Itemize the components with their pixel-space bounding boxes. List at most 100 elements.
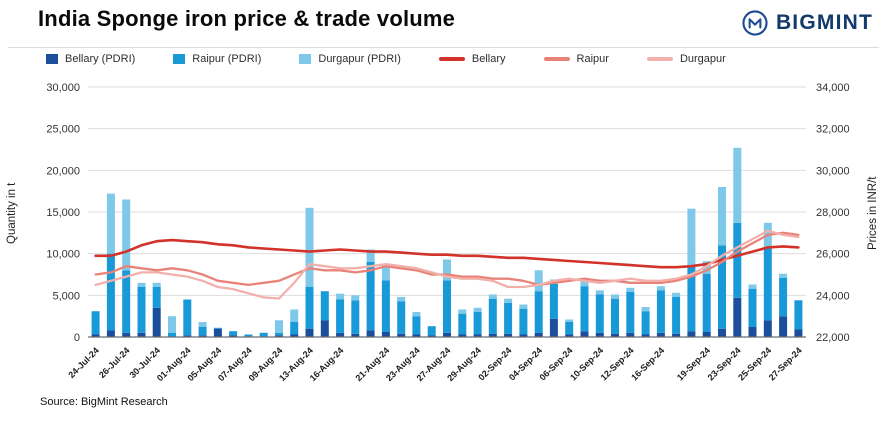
- x-axis-ticks: 24-Jul-2426-Jul-2430-Jul-2401-Aug-2405-A…: [66, 345, 803, 383]
- bar-segment-bellary-pdri: [229, 335, 238, 337]
- bar-segment-durgapur-pdri: [351, 295, 360, 301]
- bar-segment-bellary-pdri: [672, 333, 681, 337]
- bar-segment-bellary-pdri: [718, 328, 726, 337]
- bar-segment-raipur-pdri: [91, 311, 100, 335]
- bar-segment-raipur-pdri: [366, 262, 375, 331]
- bar-segment-raipur-pdri: [672, 297, 681, 334]
- legend-label: Durgapur: [679, 53, 726, 65]
- legend-item-raipur: Raipur: [543, 53, 609, 65]
- bar-segment-raipur-pdri: [412, 316, 421, 335]
- legend-label: Raipur (PDRI): [192, 53, 262, 65]
- left-axis-tick: 30,000: [46, 82, 80, 94]
- bar-segment-raipur-pdri: [626, 292, 635, 333]
- legend-item-bellary-pdri: Bellary (PDRI): [46, 53, 135, 65]
- bar-segment-durgapur-pdri: [366, 249, 375, 262]
- bar-segment-durgapur-pdri: [534, 270, 543, 292]
- right-axis-tick: 34,000: [816, 82, 850, 94]
- bar-segment-durgapur-pdri: [137, 282, 146, 287]
- bar-segment-raipur-pdri: [229, 331, 238, 336]
- right-axis-tick: 26,000: [816, 249, 850, 261]
- bar-segment-durgapur-pdri: [336, 293, 345, 300]
- bar-segment-raipur-pdri: [397, 301, 406, 334]
- price-line-raipur: [94, 231, 800, 287]
- bar-segment-raipur-pdri: [595, 294, 604, 333]
- bar-segment-raipur-pdri: [290, 322, 299, 335]
- bar-segment-raipur-pdri: [534, 291, 543, 333]
- bar-segment-durgapur-pdri: [733, 147, 742, 223]
- bar-segment-bellary-pdri: [366, 330, 375, 337]
- bar-segment-durgapur-pdri: [748, 284, 757, 289]
- bar-segment-bellary-pdri: [687, 331, 696, 337]
- bar-segment-durgapur-pdri: [275, 320, 283, 333]
- bar-segment-raipur-pdri: [458, 313, 467, 335]
- bar-segment-bellary-pdri: [320, 320, 329, 337]
- right-axis-ticks: 22,000 24,000 26,000 28,000 30,000 32,000 34,0…: [816, 82, 850, 344]
- bar-segment-bellary-pdri: [549, 318, 558, 337]
- bar-segment-raipur-pdri: [168, 332, 176, 337]
- bar-segment-raipur-pdri: [702, 273, 711, 332]
- bar-segment-raipur-pdri: [244, 334, 253, 337]
- legend-item-bellary: Bellary: [438, 53, 506, 65]
- bar-segment-raipur-pdri: [519, 308, 528, 335]
- legend-item-raipur-pdri: Raipur (PDRI): [173, 53, 261, 65]
- bar-segment-durgapur-pdri: [473, 307, 482, 312]
- bar-segment-bellary-pdri: [213, 328, 222, 337]
- bar-segment-durgapur-pdri: [718, 187, 726, 246]
- price-line-durgapur: [94, 229, 800, 300]
- legend-label: Bellary (PDRI): [65, 53, 136, 65]
- bar-segment-raipur-pdri: [137, 287, 146, 333]
- bar-segment-durgapur-pdri: [290, 309, 299, 322]
- bar-segment-raipur-pdri: [549, 283, 558, 319]
- left-axis-tick: 10,000: [46, 249, 80, 261]
- left-axis-tick: 0: [74, 332, 80, 344]
- bar-segment-raipur-pdri: [443, 280, 451, 333]
- price-line-bellary: [94, 238, 800, 269]
- bar-segment-raipur-pdri: [580, 286, 589, 332]
- bar-segment-bellary-pdri: [381, 332, 390, 337]
- bar-segment-durgapur-pdri: [656, 286, 665, 291]
- bar-segment-bellary-pdri: [458, 334, 467, 337]
- bar-segment-bellary-pdri: [748, 327, 757, 337]
- bar-segment-raipur-pdri: [275, 332, 283, 336]
- bar-segment-raipur-pdri: [687, 267, 696, 332]
- source-note: Source: BigMint Research: [40, 396, 168, 408]
- bar-segment-bellary-pdri: [91, 334, 100, 337]
- x-axis-tick: 26-Jul-24: [97, 345, 132, 380]
- bar-segment-bellary-pdri: [397, 333, 406, 337]
- x-axis-tick: 24-Jul-24: [66, 345, 101, 380]
- bar-segment-bellary-pdri: [626, 332, 635, 337]
- left-axis-tick: 5,000: [52, 290, 80, 302]
- bar-segment-bellary-pdri: [794, 329, 803, 337]
- bar-segment-raipur-pdri: [106, 253, 115, 331]
- bar-segment-raipur-pdri: [794, 300, 803, 330]
- legend-swatch-bellary: [438, 57, 465, 61]
- chart-title: India Sponge iron price & trade volume: [38, 6, 456, 31]
- bar-segment-bellary-pdri: [534, 332, 543, 337]
- bar-segment-raipur-pdri: [779, 277, 788, 317]
- right-axis-tick: 28,000: [816, 207, 850, 219]
- bar-segment-durgapur-pdri: [504, 298, 513, 303]
- bar-segment-bellary-pdri: [351, 333, 360, 337]
- bar-segment-bellary-pdri: [702, 332, 711, 337]
- x-axis-tick: 27-Sep-24: [767, 345, 804, 382]
- legend-label: Raipur: [576, 53, 609, 65]
- legend-swatch-durgapur-pdri: [299, 54, 312, 64]
- bar-segment-bellary-pdri: [122, 332, 131, 337]
- bar-segment-durgapur-pdri: [580, 279, 589, 287]
- bar-segment-bellary-pdri: [198, 335, 207, 337]
- bar-segment-raipur-pdri: [473, 312, 482, 335]
- bar-segment-durgapur-pdri: [152, 282, 161, 287]
- bar-segment-bellary-pdri: [106, 330, 115, 337]
- left-axis-tick: 15,000: [46, 207, 80, 219]
- bar-segment-bellary-pdri: [519, 334, 528, 337]
- bar-segment-durgapur-pdri: [611, 294, 619, 299]
- volume-bars: [91, 147, 803, 337]
- bar-segment-bellary-pdri: [443, 332, 451, 337]
- bar-segment-bellary-pdri: [473, 334, 482, 337]
- bar-segment-raipur-pdri: [259, 332, 268, 337]
- bar-segment-bellary-pdri: [427, 335, 436, 337]
- bar-segment-durgapur-pdri: [198, 322, 207, 327]
- bar-segment-bellary-pdri: [504, 333, 513, 337]
- bar-segment-bellary-pdri: [183, 335, 192, 337]
